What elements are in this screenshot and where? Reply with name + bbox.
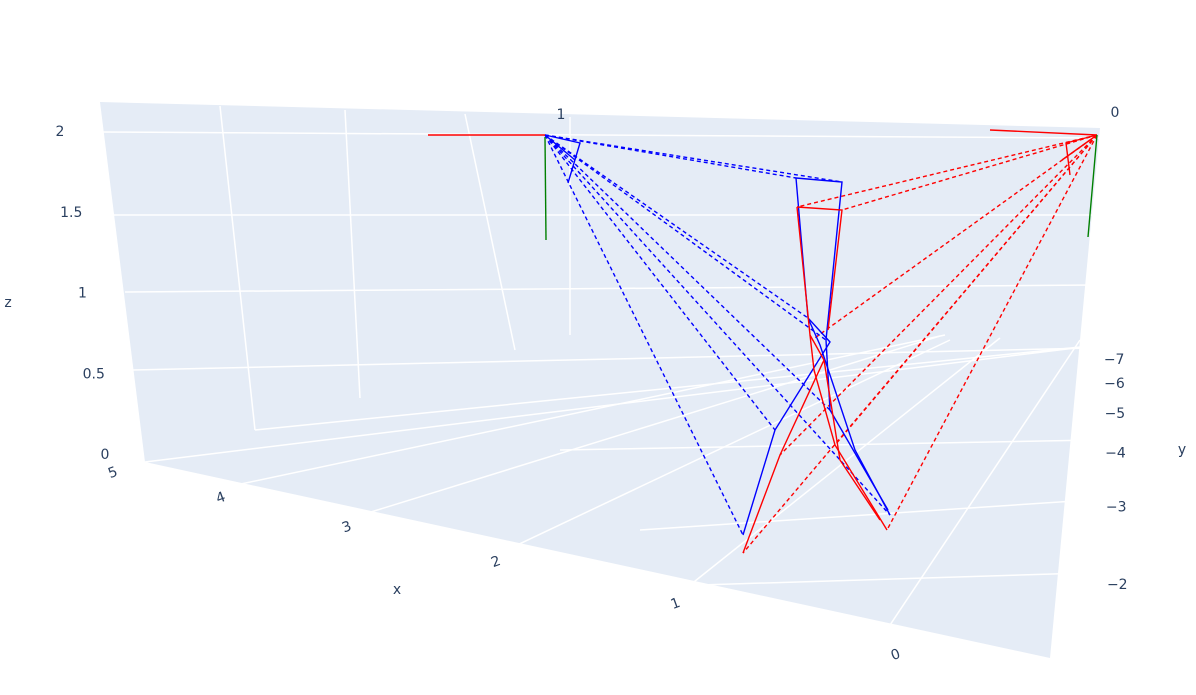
x-axis-title: x — [393, 582, 401, 598]
x-tick-label: 5 — [106, 464, 120, 482]
z-axis-title: z — [4, 295, 11, 311]
scene-pane — [100, 102, 1100, 658]
z-tick-label: 2 — [56, 124, 65, 140]
z-tick-label: 0.5 — [83, 366, 105, 382]
annotation: 1 — [557, 107, 566, 123]
x-tick-label: 1 — [669, 595, 683, 613]
camera-1-rays — [544, 134, 891, 536]
camera-0-rays — [742, 134, 1098, 554]
camera-0-axis — [989, 129, 1098, 136]
z-tick-label: 1 — [78, 286, 87, 302]
x-tick-label: 4 — [214, 489, 228, 507]
x-tick-label: 3 — [340, 518, 354, 536]
x-tick-label: 2 — [489, 553, 503, 571]
y-axis-title: y — [1178, 442, 1186, 458]
scene-background — [99, 102, 1101, 658]
annotation: 0 — [1111, 105, 1120, 121]
camera-0-axis — [1087, 134, 1098, 238]
x-tick-label: 0 — [889, 646, 903, 664]
red-skeleton — [742, 134, 1098, 554]
y-tick-label: −5 — [1105, 406, 1126, 422]
traces — [428, 129, 1098, 554]
y-tick-label: −6 — [1104, 376, 1125, 392]
y-tick-label: −4 — [1105, 445, 1126, 461]
z-tick-label: 0 — [101, 447, 110, 463]
y-tick-label: −3 — [1106, 499, 1127, 515]
camera-1-axis — [544, 136, 547, 241]
y-tick-label: −2 — [1107, 577, 1128, 593]
z-tick-label: 1.5 — [60, 205, 82, 221]
y-tick-label: −7 — [1104, 352, 1125, 368]
